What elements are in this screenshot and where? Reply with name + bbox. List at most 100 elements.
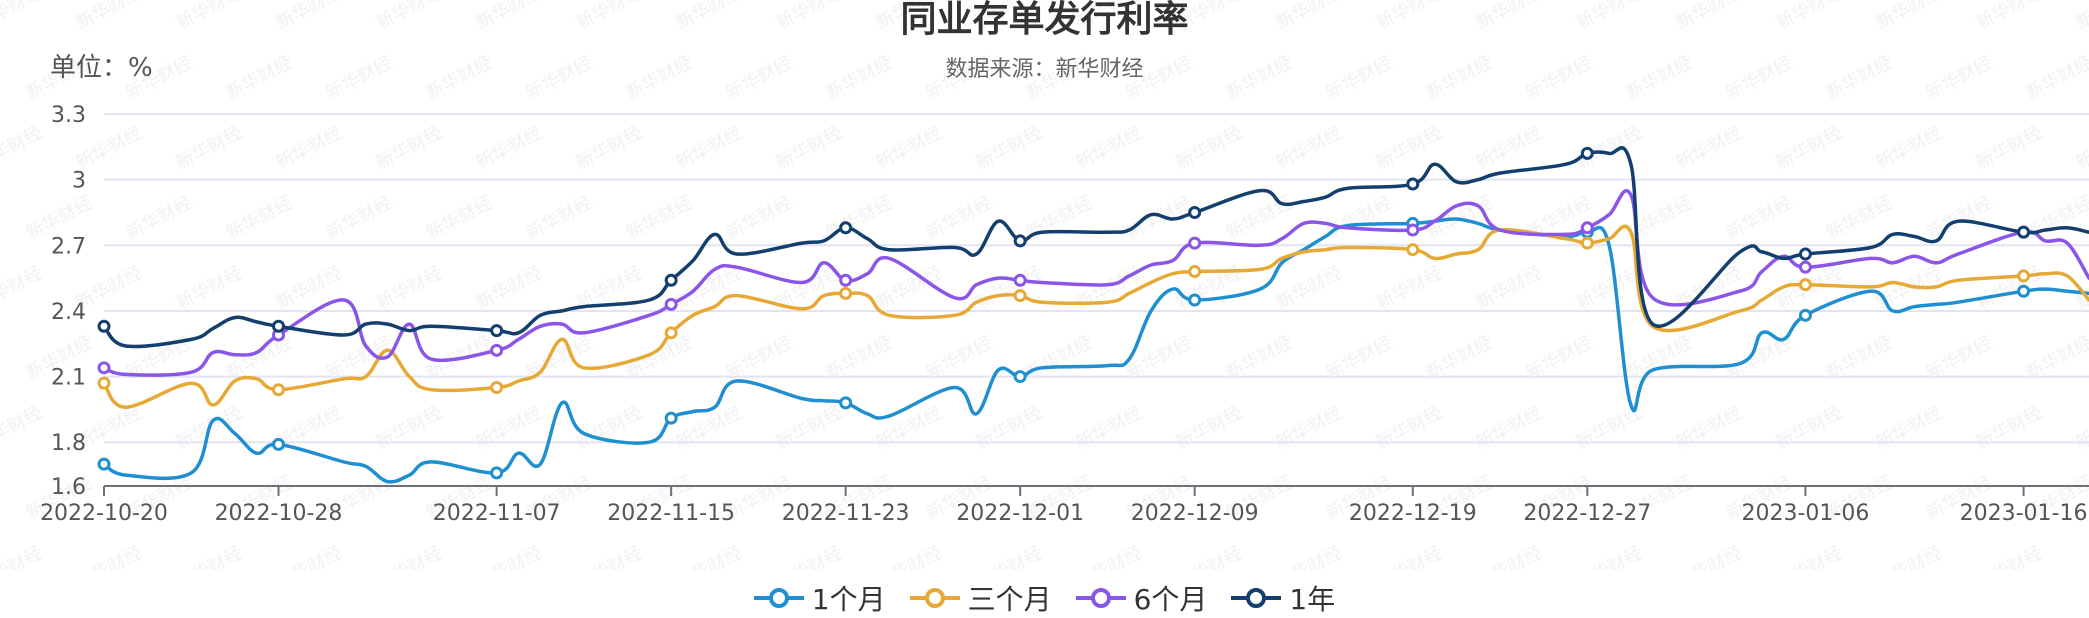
watermark-text: 新华财经	[122, 52, 195, 104]
legend-item-1y[interactable]: 1年	[1231, 578, 1335, 618]
x-tick-label: 2022-11-15	[607, 501, 735, 526]
legend-item-3m[interactable]: 三个月	[909, 578, 1052, 618]
legend-dot-1y	[1246, 588, 1267, 608]
watermark-text: 新华财经	[472, 122, 545, 174]
watermark-text: 新华财经	[1472, 262, 1545, 314]
data-point-1y[interactable]	[1406, 177, 1420, 191]
watermark-text: 新华财经	[172, 542, 245, 570]
legend-label-1m: 1个月	[811, 583, 886, 616]
data-point-3m[interactable]	[664, 326, 678, 340]
data-point-6m[interactable]	[490, 343, 504, 357]
watermark-text: 新华财经	[1072, 542, 1145, 570]
data-point-1y[interactable]	[272, 319, 286, 333]
watermark-text: 新华财经	[1172, 402, 1245, 454]
data-point-6m[interactable]	[1188, 236, 1202, 250]
watermark-text: 新华财经	[1272, 262, 1345, 314]
watermark-text: 新华财经	[972, 542, 1045, 570]
watermark-text: 新华财经	[1072, 0, 1145, 34]
watermark-text: 新华财经	[1922, 192, 1995, 244]
legend-dot-3m	[924, 588, 945, 608]
watermark-text: 新华财经	[122, 192, 195, 244]
watermark-text: 新华财经	[372, 262, 445, 314]
legend-label-6m: 6个月	[1133, 583, 1208, 616]
watermark-text: 新华财经	[622, 192, 695, 244]
watermark-text: 新华财经	[1822, 192, 1895, 244]
data-point-1m[interactable]	[490, 466, 504, 480]
watermark-text: 新华财经	[1172, 542, 1245, 570]
y-tick-label: 2.1	[51, 366, 86, 391]
data-point-1m[interactable]	[2017, 284, 2031, 298]
data-point-6m[interactable]	[1580, 221, 1594, 235]
data-point-3m[interactable]	[1798, 278, 1812, 292]
data-point-3m[interactable]	[1188, 265, 1202, 279]
data-point-3m[interactable]	[839, 286, 853, 300]
watermark-text: 新华财经	[1372, 0, 1445, 34]
watermark-text: 新华财经	[1272, 542, 1345, 570]
data-point-3m[interactable]	[2017, 269, 2031, 283]
data-point-3m[interactable]	[272, 383, 286, 397]
watermark-text: 新华财经	[272, 542, 345, 570]
watermark-text: 新华财经	[872, 542, 945, 570]
data-point-6m[interactable]	[97, 361, 111, 375]
watermark-text: 新华财经	[1122, 192, 1195, 244]
watermark-text: 新华财经	[172, 122, 245, 174]
watermark-text: 新华财经	[222, 52, 295, 104]
data-point-1m[interactable]	[272, 437, 286, 451]
data-point-1m[interactable]	[1013, 370, 1027, 384]
watermark-text: 新华财经	[1172, 122, 1245, 174]
watermark-text: 新华财经	[1072, 122, 1145, 174]
watermark-text: 新华财经	[1322, 192, 1395, 244]
watermark-text: 新华财经	[1422, 52, 1495, 104]
watermark-text: 新华财经	[72, 0, 145, 34]
data-point-6m[interactable]	[1013, 273, 1027, 287]
chart-subtitle: 数据来源：新华财经	[945, 57, 1144, 82]
watermark-text: 新华财经	[0, 0, 46, 34]
data-point-3m[interactable]	[1580, 236, 1594, 250]
data-point-1y[interactable]	[664, 273, 678, 287]
data-point-1y[interactable]	[839, 221, 853, 235]
series-layer	[97, 146, 2089, 484]
data-point-1y[interactable]	[1580, 146, 1594, 160]
watermark-text: 新华财经	[1772, 402, 1845, 454]
data-point-1m[interactable]	[97, 457, 111, 471]
watermark-text: 新华财经	[2072, 542, 2089, 570]
watermark-text: 新华财经	[222, 192, 295, 244]
watermark-text: 新华财经	[1272, 402, 1345, 454]
data-point-1y[interactable]	[490, 324, 504, 338]
chart-title: 同业存单发行利率	[900, 0, 1189, 40]
watermark-text: 新华财经	[972, 0, 1045, 34]
watermark-text: 新华财经	[1672, 0, 1745, 34]
legend-item-6m[interactable]: 6个月	[1075, 578, 1208, 618]
data-point-3m[interactable]	[1406, 243, 1420, 257]
watermark-text: 新华财经	[1872, 122, 1945, 174]
data-point-6m[interactable]	[1406, 223, 1420, 237]
data-point-1m[interactable]	[839, 396, 853, 410]
watermark-text: 新华财经	[522, 192, 595, 244]
data-point-6m[interactable]	[839, 273, 853, 287]
data-point-1m[interactable]	[1798, 308, 1812, 322]
watermark-text: 新华财经	[372, 542, 445, 570]
watermark-text: 新华财经	[472, 542, 545, 570]
watermark-text: 新华财经	[72, 122, 145, 174]
series-line-1m	[102, 217, 2089, 484]
data-point-1y[interactable]	[1188, 205, 1202, 219]
watermark-text: 新华财经	[2022, 192, 2089, 244]
data-point-6m[interactable]	[664, 297, 678, 311]
watermark-text: 新华财经	[1872, 0, 1945, 34]
legend-label-3m: 三个月	[967, 583, 1052, 616]
data-point-6m[interactable]	[1798, 260, 1812, 274]
data-point-1m[interactable]	[1188, 293, 1202, 307]
watermark-text: 新华财经	[772, 542, 845, 570]
data-point-1y[interactable]	[1798, 247, 1812, 261]
watermark-text: 新华财经	[1972, 402, 2045, 454]
data-point-1m[interactable]	[664, 411, 678, 425]
data-point-3m[interactable]	[1013, 289, 1027, 303]
data-point-1y[interactable]	[97, 319, 111, 333]
watermark-text: 新华财经	[0, 402, 46, 454]
legend-item-1m[interactable]: 1个月	[753, 578, 886, 618]
data-point-1y[interactable]	[2017, 225, 2031, 239]
watermark-text: 新华财经	[1672, 262, 1745, 314]
data-point-3m[interactable]	[490, 381, 504, 395]
data-point-3m[interactable]	[97, 376, 111, 390]
data-point-1y[interactable]	[1013, 234, 1027, 248]
